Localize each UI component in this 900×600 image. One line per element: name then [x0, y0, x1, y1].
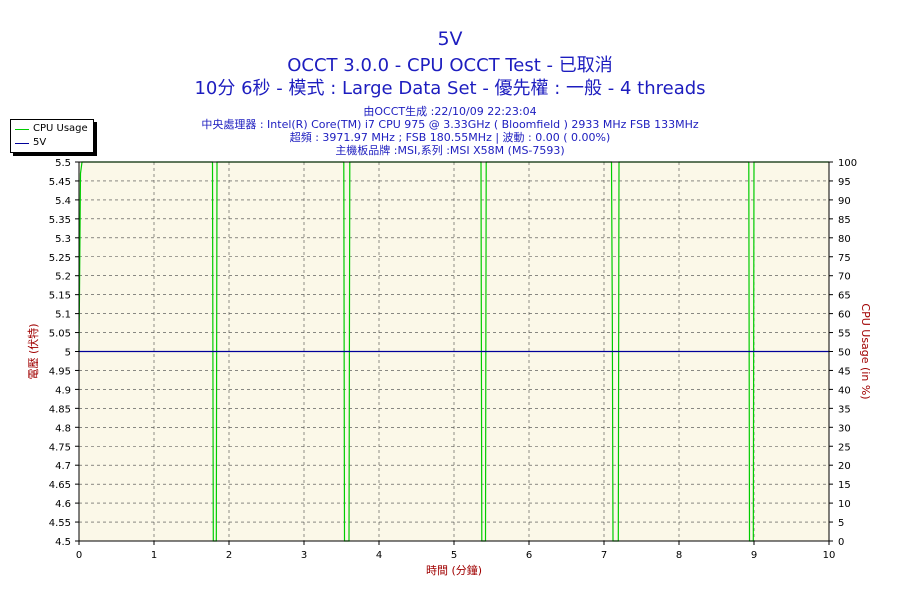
y-right-tick-label: 55 — [838, 329, 851, 340]
y-right-tick-label: 30 — [838, 423, 851, 434]
y-left-tick-label: 5.45 — [49, 177, 71, 188]
y-left-tick-label: 5.5 — [55, 158, 71, 169]
y-left-tick-label: 4.75 — [49, 442, 71, 453]
y-left-tick-label: 5.3 — [55, 234, 71, 245]
y-left-tick-label: 4.5 — [55, 537, 71, 548]
y-right-tick-label: 60 — [838, 310, 851, 321]
x-tick-label: 4 — [376, 550, 382, 561]
y-right-tick-label: 45 — [838, 366, 851, 377]
y-right-axis-title: CPU Usage (in %) — [859, 303, 872, 399]
y-left-tick-label: 5.05 — [49, 329, 71, 340]
y-left-tick-label: 4.6 — [55, 499, 71, 510]
y-left-tick-label: 4.95 — [49, 366, 71, 377]
y-right-tick-label: 20 — [838, 461, 851, 472]
y-left-tick-label: 5 — [65, 348, 71, 359]
y-right-tick-label: 10 — [838, 499, 851, 510]
legend-swatch-cpu-usage — [15, 129, 29, 130]
cpu-info: 中央處理器 : Intel(R) Core(TM) i7 CPU 975 @ 3… — [201, 118, 699, 131]
x-tick-label: 1 — [151, 550, 157, 561]
x-axis-title: 時間 (分鐘) — [426, 563, 482, 577]
y-left-tick-label: 4.7 — [55, 461, 71, 472]
chart-subtitle: OCCT 3.0.0 - CPU OCCT Test - 已取消 — [287, 55, 613, 76]
y-left-tick-label: 4.9 — [55, 385, 71, 396]
legend-item-5v: 5V — [11, 136, 93, 150]
legend-label-5v: 5V — [33, 137, 47, 148]
x-tick-label: 6 — [526, 550, 532, 561]
x-tick-label: 8 — [676, 550, 682, 561]
y-right-tick-label: 0 — [838, 537, 844, 548]
y-right-tick-label: 5 — [838, 518, 844, 529]
generated-info: 由OCCT生成 :22/10/09 22:23:04 — [363, 105, 537, 118]
chart-test-info: 10分 6秒 - 模式 : Large Data Set - 優先權 : 一般 … — [194, 78, 706, 99]
x-tick-label: 7 — [601, 550, 607, 561]
x-tick-label: 5 — [451, 550, 457, 561]
y-left-tick-label: 4.55 — [49, 518, 71, 529]
y-right-tick-label: 40 — [838, 385, 851, 396]
y-left-axis-title: 電壓 (伏特) — [26, 323, 40, 379]
y-left-tick-label: 5.4 — [55, 196, 71, 207]
x-tick-label: 9 — [751, 550, 757, 561]
x-tick-label: 10 — [823, 550, 836, 561]
y-right-tick-label: 75 — [838, 253, 851, 264]
y-left-tick-label: 5.2 — [55, 272, 71, 283]
y-left-tick-label: 4.85 — [49, 404, 71, 415]
y-right-tick-label: 15 — [838, 480, 851, 491]
y-left-tick-label: 5.1 — [55, 310, 71, 321]
legend-label-cpu-usage: CPU Usage — [33, 123, 88, 134]
y-right-tick-label: 80 — [838, 234, 851, 245]
y-left-tick-label: 4.65 — [49, 480, 71, 491]
legend-item-cpu-usage: CPU Usage — [11, 122, 93, 136]
y-left-tick-label: 4.8 — [55, 423, 71, 434]
y-left-tick-label: 5.15 — [49, 291, 71, 302]
y-right-tick-label: 25 — [838, 442, 851, 453]
x-tick-label: 0 — [76, 550, 82, 561]
legend-swatch-5v — [15, 143, 29, 144]
y-right-tick-label: 90 — [838, 196, 851, 207]
y-right-tick-label: 100 — [838, 158, 857, 169]
y-right-tick-label: 50 — [838, 348, 851, 359]
y-right-tick-label: 85 — [838, 215, 851, 226]
overclock-info: 超頻 : 3971.97 MHz ; FSB 180.55MHz | 波動 : … — [289, 131, 611, 144]
x-tick-label: 3 — [301, 550, 307, 561]
chart-legend: CPU Usage 5V — [10, 119, 94, 153]
y-right-tick-label: 95 — [838, 177, 851, 188]
chart-title: 5V — [437, 28, 463, 50]
y-right-tick-label: 35 — [838, 404, 851, 415]
motherboard-info: 主機板品牌 :MSI,系列 :MSI X58M (MS-7593) — [335, 144, 565, 157]
y-right-tick-label: 65 — [838, 291, 851, 302]
y-left-tick-label: 5.25 — [49, 253, 71, 264]
x-tick-label: 2 — [226, 550, 232, 561]
y-right-tick-label: 70 — [838, 272, 851, 283]
y-left-tick-label: 5.35 — [49, 215, 71, 226]
